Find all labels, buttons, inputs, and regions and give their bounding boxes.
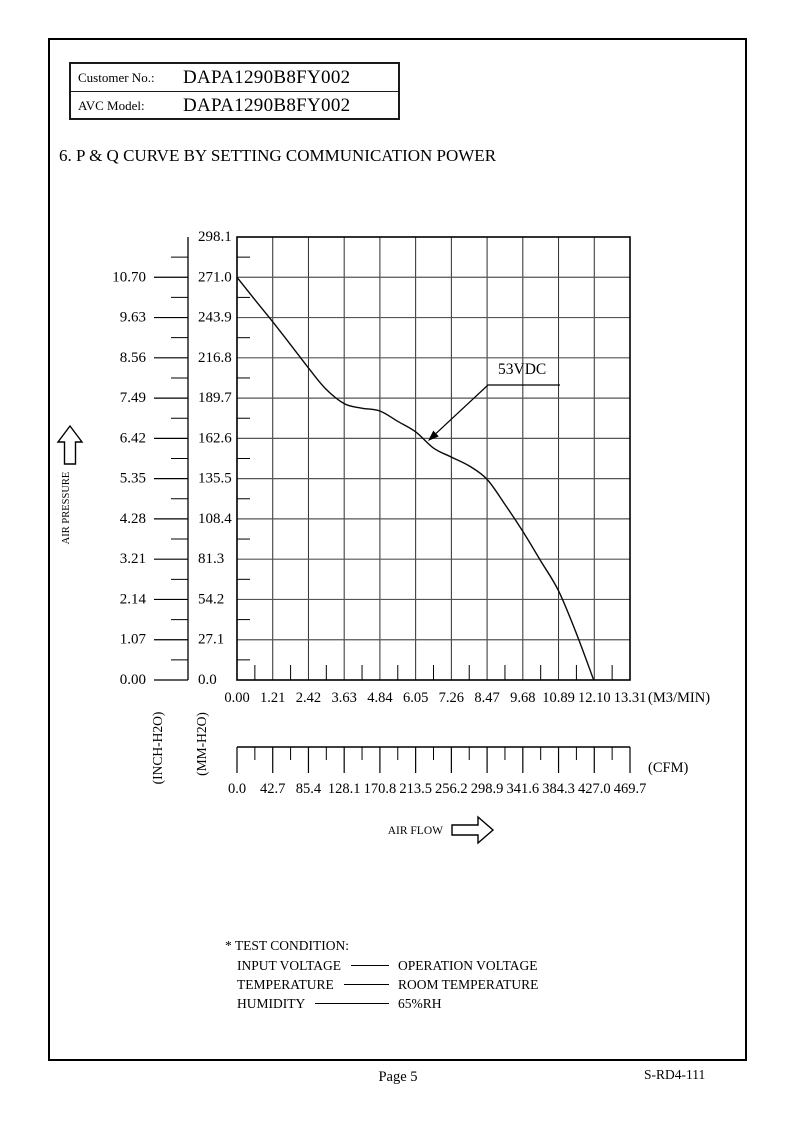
document-code: S-RD4-111	[644, 1067, 706, 1082]
inch-tick-label: 7.49	[120, 390, 146, 406]
inch-tick-label: 2.14	[120, 591, 147, 607]
annotation-leader-line	[435, 384, 560, 434]
cfm-axis-unit-label: (CFM)	[648, 760, 688, 776]
m3min-tick-label: 8.47	[474, 690, 499, 706]
test-condition-rows: INPUT VOLTAGE OPERATION VOLTAGE TEMPERATUR…	[225, 958, 570, 1012]
avc-model-row: AVC Model: DAPA1290B8FY002	[71, 92, 398, 119]
mm-tick-label: 162.6	[198, 430, 232, 446]
mm-tick-label: 298.1	[198, 229, 232, 245]
m3min-tick-label: 3.63	[331, 690, 356, 706]
m3min-tick-label: 4.84	[367, 690, 393, 706]
leader-line	[351, 965, 389, 966]
inch-tick-label: 3.21	[120, 551, 146, 567]
cfm-tick-label: 427.0	[578, 781, 611, 797]
cfm-tick-label: 42.7	[260, 781, 285, 797]
test-condition-row: TEMPERATURE ROOM TEMPERATURE	[225, 977, 570, 993]
mm-axis-unit-label: (MM-H2O)	[194, 712, 209, 776]
page-number: Page 5	[378, 1069, 418, 1085]
air-flow-arrow-icon	[451, 815, 495, 845]
cfm-tick-label: 469.7	[614, 781, 647, 797]
m3min-tick-label: 9.68	[510, 690, 535, 706]
mm-tick-label: 108.4	[198, 511, 232, 527]
test-condition-row: INPUT VOLTAGE OPERATION VOLTAGE	[225, 958, 570, 974]
test-condition-label: TEMPERATURE	[237, 977, 334, 992]
mm-tick-label: 189.7	[198, 390, 232, 406]
mm-tick-label: 54.2	[198, 591, 224, 607]
cfm-tick-label: 341.6	[507, 781, 540, 797]
test-condition-value: ROOM TEMPERATURE	[398, 977, 539, 992]
m3min-tick-label: 13.31	[614, 690, 647, 706]
inch-tick-label: 0.00	[120, 672, 146, 688]
test-condition-block: * TEST CONDITION: INPUT VOLTAGE OPERATION…	[225, 938, 570, 1012]
customer-no-label: Customer No.:	[78, 69, 155, 85]
mm-tick-label: 27.1	[198, 632, 224, 648]
customer-no-value: DAPA1290B8FY002	[183, 66, 351, 88]
header-info-box: Customer No.: DAPA1290B8FY002 AVC Model:…	[69, 62, 400, 120]
inch-tick-label: 1.07	[120, 632, 147, 648]
cfm-tick-label: 128.1	[328, 781, 361, 797]
m3min-tick-label: 1.21	[260, 690, 285, 706]
m3min-tick-label: 6.05	[403, 690, 428, 706]
inch-tick-label: 8.56	[120, 350, 147, 366]
m3min-tick-label: 7.26	[439, 690, 464, 706]
test-condition-row: HUMIDITY 65%RH	[225, 996, 570, 1012]
inch-tick-label: 9.63	[120, 310, 146, 326]
test-condition-value: OPERATION VOLTAGE	[398, 958, 538, 973]
cfm-tick-label: 384.3	[542, 781, 575, 797]
test-condition-label: INPUT VOLTAGE	[237, 958, 342, 973]
mm-tick-label: 271.0	[198, 269, 232, 285]
annotation-arrowhead	[428, 430, 439, 441]
section-title: 6. P & Q CURVE BY SETTING COMMUNICATION …	[59, 146, 497, 165]
m3min-tick-label: 0.00	[224, 690, 249, 706]
inch-tick-label: 10.70	[112, 269, 146, 285]
leader-line	[315, 1003, 389, 1004]
cfm-tick-label: 213.5	[399, 781, 432, 797]
cfm-tick-label: 298.9	[471, 781, 504, 797]
air-flow-label: AIR FLOW	[388, 825, 443, 837]
mm-tick-label: 135.5	[198, 471, 232, 487]
mm-tick-label: 243.9	[198, 310, 232, 326]
mm-tick-label: 0.0	[198, 672, 217, 688]
air-pressure-arrow-icon	[56, 424, 84, 465]
page-border	[48, 38, 747, 1061]
m3min-tick-label: 10.89	[542, 690, 575, 706]
inch-axis-unit-label: (INCH-H2O)	[150, 712, 165, 785]
voltage-annotation: 53VDC	[498, 361, 546, 378]
cfm-tick-label: 0.0	[228, 781, 246, 797]
customer-no-row: Customer No.: DAPA1290B8FY002	[71, 64, 398, 92]
test-condition-heading: * TEST CONDITION:	[225, 938, 349, 953]
cfm-tick-label: 170.8	[364, 781, 397, 797]
inch-tick-label: 5.35	[120, 471, 146, 487]
inch-tick-label: 4.28	[120, 511, 146, 527]
mm-tick-label: 216.8	[198, 350, 232, 366]
leader-line	[343, 984, 389, 985]
avc-model-value: DAPA1290B8FY002	[183, 94, 351, 116]
m3min-axis-unit-label: (M3/MIN)	[648, 690, 710, 706]
test-condition-value: 65%RH	[398, 996, 442, 1011]
plot-border	[236, 236, 631, 681]
cfm-tick-label: 256.2	[435, 781, 468, 797]
inch-tick-label: 6.42	[120, 430, 146, 446]
pq-curve	[236, 276, 595, 681]
m3min-tick-label: 2.42	[296, 690, 321, 706]
air-pressure-label: AIR PRESSURE	[61, 472, 72, 545]
mm-tick-label: 81.3	[198, 551, 224, 567]
avc-model-label: AVC Model:	[78, 97, 145, 113]
cfm-tick-label: 85.4	[296, 781, 322, 797]
m3min-tick-label: 12.10	[578, 690, 611, 706]
test-condition-label: HUMIDITY	[237, 996, 306, 1011]
